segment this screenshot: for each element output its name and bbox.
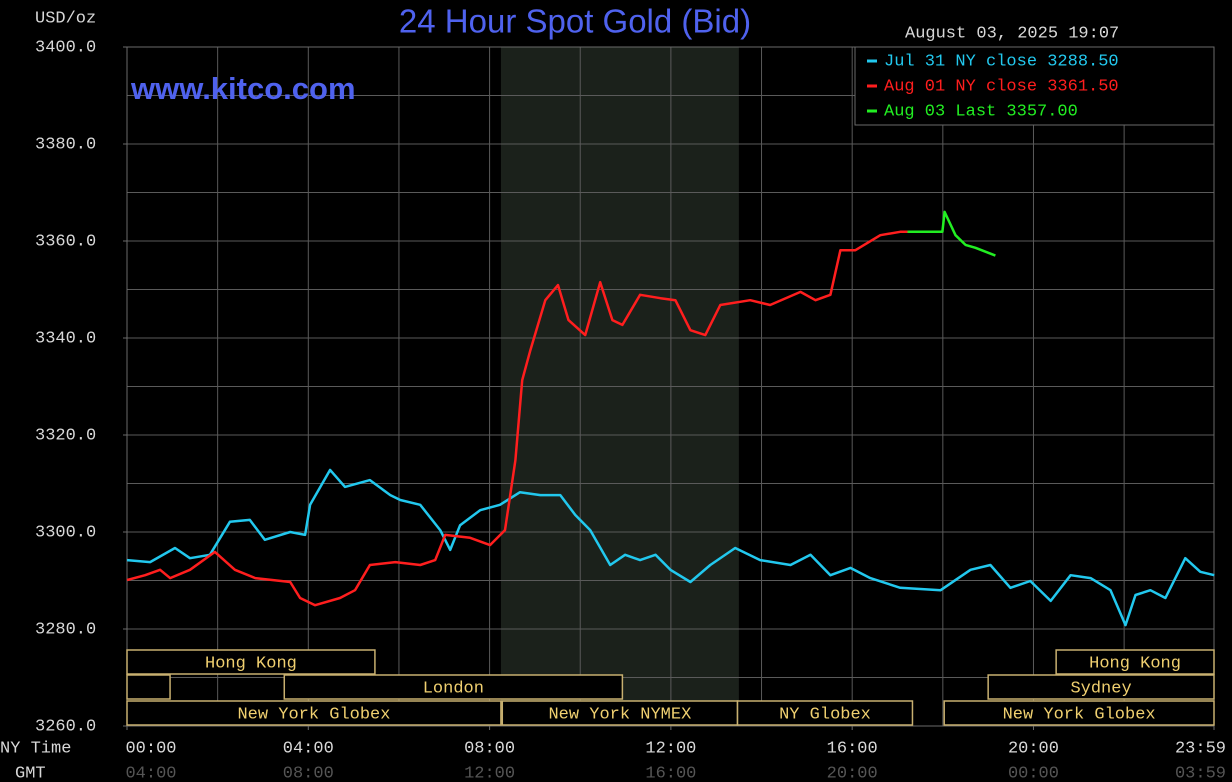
x-row-label: NY Time	[0, 739, 71, 758]
session-box	[126, 649, 376, 675]
y-tick-label: 3300.0	[35, 523, 96, 542]
y-tick-label: 3320.0	[35, 426, 96, 445]
x-tick-label: 08:00	[464, 739, 515, 758]
session-label: NY Globex	[779, 705, 871, 724]
gmt-tick-label: 16:00	[645, 764, 696, 782]
session-label: New York NYMEX	[548, 705, 691, 724]
y-tick-label: 3280.0	[35, 620, 96, 639]
chart-title: 24 Hour Spot Gold (Bid)	[399, 3, 751, 40]
y-tick-label: 3360.0	[35, 232, 96, 251]
session-box	[126, 674, 171, 700]
session-box	[736, 700, 914, 726]
session-box	[1055, 649, 1215, 675]
series-line	[126, 468, 1215, 627]
series-line	[126, 230, 908, 607]
session-box	[501, 700, 739, 726]
timestamp: August 03, 2025 19:07	[905, 24, 1119, 43]
session-label: London	[423, 679, 484, 698]
session-box	[126, 700, 502, 726]
session-label: New York Globex	[1003, 705, 1156, 724]
gmt-tick-label: 03:59	[1175, 764, 1226, 782]
y-tick-label: 3380.0	[35, 135, 96, 154]
x-tick-label: 16:00	[827, 739, 878, 758]
legend-label: Aug 01 NY close 3361.50	[884, 77, 1119, 96]
legend-box	[854, 46, 1215, 126]
session-box	[943, 700, 1215, 726]
session-label: Sydney	[1070, 679, 1131, 698]
gmt-tick-label: 08:00	[283, 764, 334, 782]
session-label: Hong Kong	[1089, 654, 1181, 673]
y-tick-label: 3260.0	[35, 717, 96, 736]
gmt-tick-label: 00:00	[1008, 764, 1059, 782]
x-tick-label: 00:00	[125, 739, 176, 758]
gmt-tick-label: 20:00	[827, 764, 878, 782]
gmt-tick-label: 12:00	[464, 764, 515, 782]
session-label: New York Globex	[237, 705, 390, 724]
session-label: Hong Kong	[205, 654, 297, 673]
x-row-label: GMT	[15, 764, 46, 782]
x-tick-label: 04:00	[283, 739, 334, 758]
gmt-tick-label: 04:00	[125, 764, 176, 782]
y-tick-label: 3340.0	[35, 329, 96, 348]
session-box	[283, 674, 624, 700]
session-box	[987, 674, 1215, 700]
legend-label: Aug 03 Last 3357.00	[884, 102, 1078, 121]
y-axis-label: USD/oz	[35, 9, 96, 28]
series-line	[907, 210, 996, 257]
watermark: www.kitco.com	[130, 71, 356, 106]
x-tick-label: 23:59	[1175, 739, 1226, 758]
x-tick-label: 12:00	[645, 739, 696, 758]
x-tick-label: 20:00	[1008, 739, 1059, 758]
y-tick-label: 3400.0	[35, 38, 96, 57]
legend-label: Jul 31 NY close 3288.50	[884, 52, 1119, 71]
